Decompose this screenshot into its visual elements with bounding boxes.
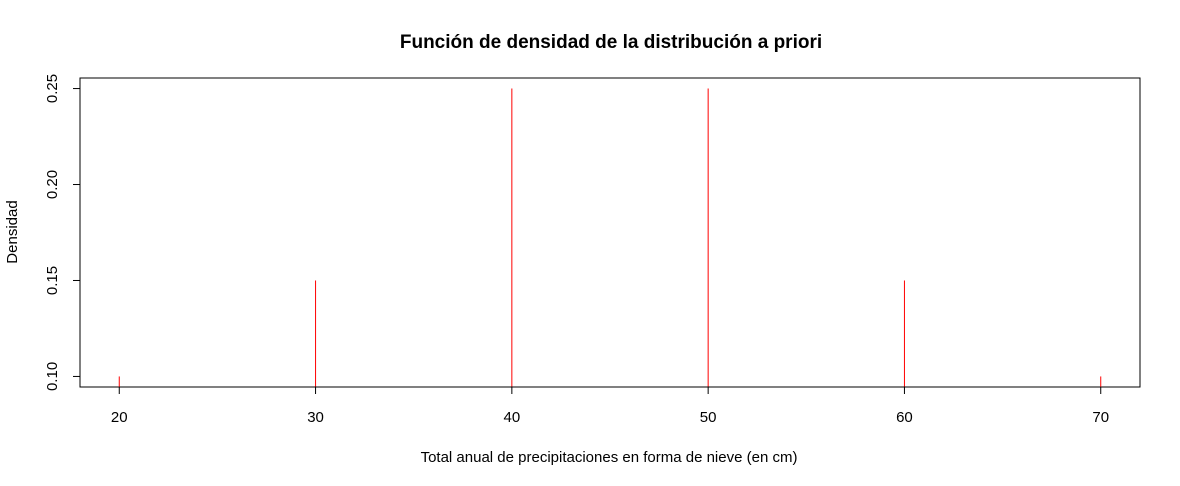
y-tick-label: 0.25: [44, 74, 61, 103]
y-tick-label: 0.10: [44, 362, 61, 391]
x-axis-label: Total anual de precipitaciones en forma …: [421, 449, 798, 466]
y-axis-label: Densidad: [4, 200, 21, 263]
y-axis: 0.10 0.15 0.20 0.25: [44, 74, 81, 391]
x-axis: 20 30 40 50 60 70: [111, 386, 1109, 426]
chart-title: Función de densidad de la distribución a…: [400, 32, 822, 53]
x-tick-label: 70: [1092, 409, 1109, 426]
x-tick-label: 60: [896, 409, 913, 426]
y-tick-label: 0.15: [44, 266, 61, 295]
x-tick-label: 20: [111, 409, 128, 426]
plot-frame: [79, 77, 1141, 388]
x-tick-label: 30: [307, 409, 324, 426]
y-tick-label: 0.20: [44, 170, 61, 199]
density-lines: [118, 88, 1102, 387]
x-tick-label: 50: [700, 409, 717, 426]
x-tick-label: 40: [504, 409, 521, 426]
